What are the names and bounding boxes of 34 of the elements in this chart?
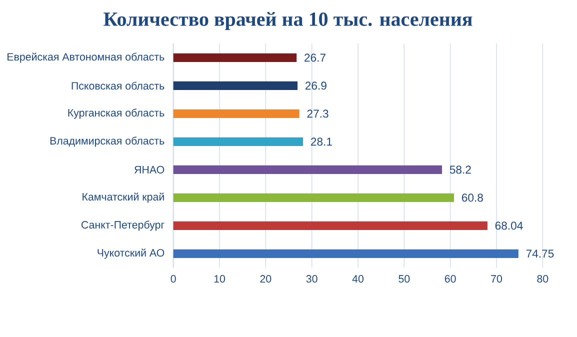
bar [173, 165, 442, 174]
x-tick-label: 30 [306, 275, 318, 283]
x-tick-label: 50 [398, 275, 410, 283]
chart-title: Количество врачей на 10 тыс. населения [104, 12, 472, 30]
data-label: 26.9 [305, 82, 326, 90]
data-label: 58.2 [450, 166, 471, 174]
bar [173, 137, 304, 146]
x-tick-label: 0 [170, 275, 176, 283]
y-tick-label: Псковская область [72, 82, 164, 90]
bar [173, 81, 298, 90]
bar [173, 53, 297, 62]
data-label: 27.3 [307, 110, 328, 118]
bar [173, 109, 300, 118]
y-tick-label: Владимирская область [50, 136, 164, 147]
data-label: 26.7 [304, 54, 326, 62]
x-tick-label: 20 [260, 275, 272, 283]
bar [173, 249, 518, 258]
data-label: 60.8 [462, 194, 483, 202]
x-tick-label: 10 [214, 275, 226, 283]
x-tick-label: 70 [491, 275, 502, 283]
y-tick-label: Чукотский АО [98, 248, 164, 259]
x-tick-label: 60 [444, 275, 456, 283]
data-label: 68.04 [495, 222, 523, 230]
y-tick-label: Камчатский край [82, 192, 164, 203]
data-label: 74.75 [526, 250, 554, 258]
y-tick-label: Курганская область [68, 108, 164, 119]
x-tick-label: 80 [537, 275, 548, 283]
bar [173, 193, 454, 202]
x-tick-label: 40 [352, 275, 364, 283]
y-tick-label: ЯНАО [134, 166, 164, 174]
bar [173, 221, 488, 230]
data-label: 28.1 [311, 138, 332, 146]
y-tick-label: Еврейская Автономная область [8, 52, 164, 63]
y-tick-label: Санкт-Петербург [82, 220, 164, 231]
